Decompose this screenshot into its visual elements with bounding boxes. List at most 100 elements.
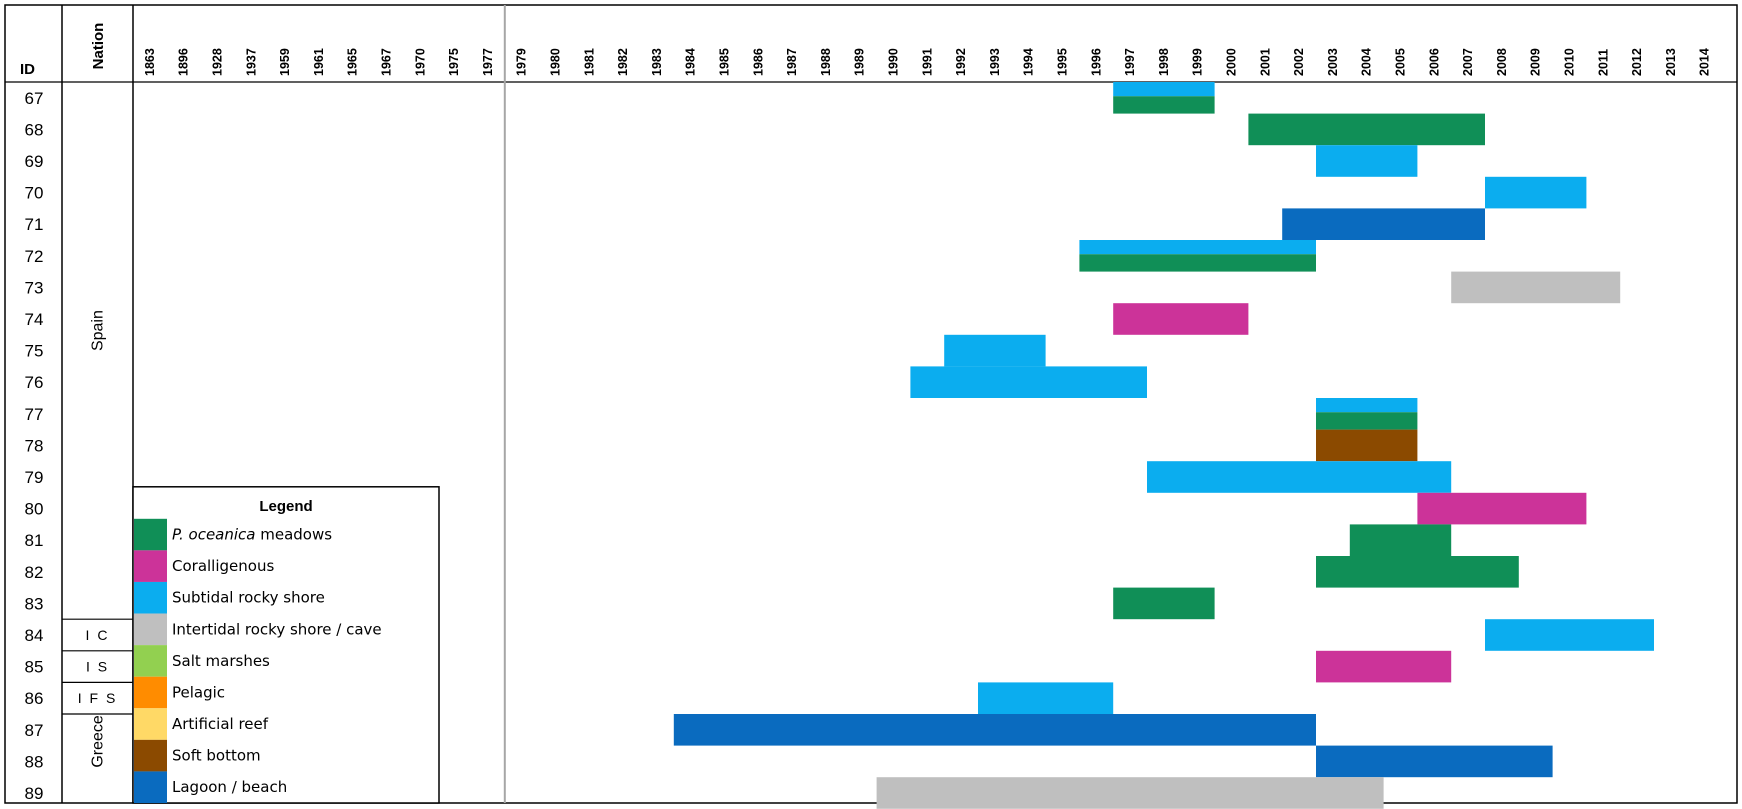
bar-78-softbottom — [1316, 429, 1418, 462]
legend-label-posidonia: P. oceanica meadows — [172, 526, 332, 544]
year-tick-label: 1977 — [481, 48, 495, 76]
legend-label-coralligenous: Coralligenous — [172, 557, 274, 575]
row-id-label: 86 — [25, 689, 44, 708]
bar-84-subtidal — [1485, 619, 1654, 651]
year-tick-label: 1975 — [447, 48, 461, 76]
legend-swatch-coralligenous — [134, 550, 167, 582]
bar-83-posidonia — [1113, 587, 1215, 620]
bar-82-posidonia — [1316, 556, 1519, 588]
row-id-label: 89 — [25, 784, 44, 803]
row-id-label: 87 — [25, 721, 44, 740]
year-tick-label: 1997 — [1123, 48, 1137, 76]
bar-69-subtidal — [1316, 145, 1418, 177]
legend-label-artificial: Artificial reef — [172, 715, 269, 733]
legend-label-intertidal: Intertidal rocky shore / cave — [172, 620, 382, 638]
legend: Legend P. oceanica meadows Coralligenous Su… — [132, 486, 440, 804]
legend-swatch-softbottom — [134, 739, 167, 772]
nation-header: Nation — [90, 23, 107, 70]
nation-label: I S — [86, 659, 109, 675]
row-id-label: 80 — [25, 500, 44, 519]
year-tick-label: 1992 — [954, 48, 968, 76]
bar-77-posidonia — [1316, 412, 1418, 430]
row-id-label: 68 — [25, 120, 44, 139]
row-id-label: 74 — [25, 310, 44, 329]
legend-label-subtidal: Subtidal rocky shore — [172, 589, 325, 607]
row-id-label: 88 — [25, 752, 44, 771]
year-tick-label: 1965 — [346, 48, 360, 76]
year-tick-label: 1993 — [988, 48, 1002, 76]
legend-swatch-artificial — [134, 708, 167, 740]
bar-72-subtidal — [1079, 240, 1316, 255]
year-tick-label: 2011 — [1596, 49, 1610, 76]
legend-swatch-saltmarsh — [134, 645, 167, 677]
year-tick-label: 1995 — [1056, 48, 1070, 76]
year-tick-label: 1989 — [853, 48, 867, 76]
row-id-label: 81 — [25, 531, 44, 550]
bar-86-subtidal — [978, 682, 1114, 714]
legend-label-softbottom: Soft bottom — [172, 747, 261, 765]
nation-label: Greece — [90, 715, 107, 768]
id-header: ID — [20, 61, 35, 78]
year-tick-label: 1928 — [211, 48, 225, 76]
bar-68-posidonia — [1248, 113, 1485, 146]
row-id-label: 73 — [25, 278, 44, 297]
bar-88-lagoon — [1316, 745, 1553, 778]
year-tick-label: 1980 — [549, 48, 563, 76]
labels-layer: ID Nation 1863 1896 1928 1937 1959 1961 1965 1967… — [20, 23, 1712, 803]
year-tick-label: 2009 — [1529, 48, 1543, 76]
row-id-label: 72 — [25, 247, 44, 266]
nation-label: I C — [86, 627, 110, 643]
bar-79-subtidal — [1147, 461, 1452, 493]
year-tick-label: 2005 — [1394, 48, 1408, 76]
bar-73-intertidal — [1451, 271, 1621, 304]
bar-71-lagoon — [1282, 208, 1485, 240]
bar-76-subtidal — [910, 366, 1147, 398]
year-tick-label: 2006 — [1427, 48, 1441, 76]
year-tick-label: 1991 — [920, 48, 934, 76]
row-id-label: 77 — [25, 405, 44, 424]
year-tick-label: 1990 — [887, 48, 901, 76]
bar-67-posidonia — [1113, 96, 1215, 114]
row-id-label: 84 — [25, 626, 44, 645]
row-id-label: 79 — [25, 468, 44, 487]
year-tick-label: 2014 — [1698, 48, 1712, 76]
bar-72-posidonia — [1079, 254, 1316, 272]
year-tick-label: 1981 — [582, 48, 596, 76]
legend-swatch-lagoon — [134, 771, 167, 803]
year-tick-label: 2000 — [1225, 48, 1239, 76]
nation-label: I F S — [78, 690, 118, 706]
year-tick-label: 2013 — [1664, 48, 1678, 76]
year-tick-label: 2008 — [1495, 48, 1509, 76]
row-id-label: 82 — [25, 563, 44, 582]
row-id-label: 75 — [25, 342, 44, 361]
legend-box — [132, 486, 440, 804]
legend-swatch-subtidal — [134, 581, 167, 614]
row-id-label: 69 — [25, 152, 44, 171]
bar-67-subtidal — [1113, 82, 1215, 97]
year-tick-label: 1983 — [650, 48, 664, 76]
bar-75-subtidal — [944, 334, 1046, 367]
year-tick-label: 1987 — [785, 48, 799, 76]
bar-85-coralligenous — [1316, 650, 1452, 683]
row-id-label: 83 — [25, 594, 44, 613]
year-tick-label: 2012 — [1630, 48, 1644, 76]
legend-label-saltmarsh: Salt marshes — [172, 652, 270, 670]
year-tick-label: 1984 — [684, 48, 698, 76]
year-tick-label: 1959 — [278, 48, 292, 76]
legend-label-lagoon: Lagoon / beach — [172, 778, 287, 796]
year-tick-label: 1996 — [1089, 48, 1103, 76]
year-tick-label: 1863 — [143, 48, 157, 76]
year-tick-label: 1979 — [515, 48, 529, 76]
year-tick-label: 1998 — [1157, 48, 1171, 76]
year-tick-label: 2002 — [1292, 48, 1306, 76]
year-tick-label: 2004 — [1360, 48, 1374, 76]
year-tick-label: 1999 — [1191, 48, 1205, 76]
year-tick-label: 2003 — [1326, 48, 1340, 76]
nation-label: Spain — [90, 310, 107, 351]
year-tick-label: 1937 — [244, 48, 258, 76]
row-id-label: 85 — [25, 658, 44, 677]
year-tick-label: 1967 — [380, 48, 394, 76]
bars-layer — [673, 82, 1654, 809]
bar-70-subtidal — [1485, 176, 1587, 209]
